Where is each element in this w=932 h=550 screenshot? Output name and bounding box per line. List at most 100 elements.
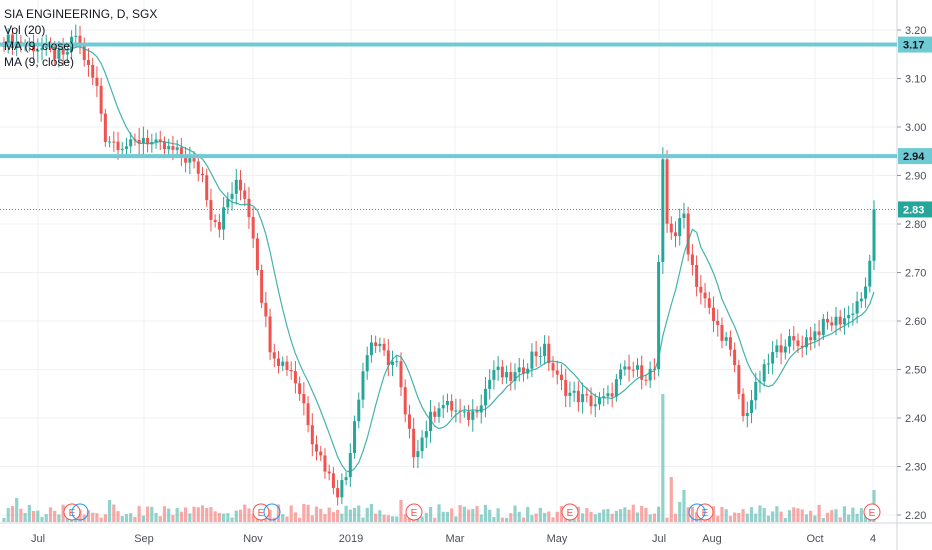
candle-body (682, 213, 686, 219)
volume-bar (154, 512, 158, 522)
candle-body (416, 451, 420, 458)
candle-body (754, 382, 758, 401)
volume-bar (15, 498, 19, 522)
volume-bar (361, 517, 365, 522)
candle-body (315, 444, 319, 452)
volume-bar (711, 506, 716, 522)
candle-body (686, 213, 690, 255)
candle-body (838, 316, 842, 325)
candle-body (741, 393, 745, 417)
volume-bar (695, 512, 699, 522)
volume-bar (112, 504, 116, 522)
volume-bar (44, 514, 48, 522)
volume-bar (716, 515, 720, 522)
candle-body (441, 405, 445, 409)
volume-bar (331, 512, 336, 522)
y-tick-label: 3.00 (905, 122, 926, 134)
y-tick-label: 2.70 (905, 268, 926, 280)
candle-body (281, 361, 285, 366)
volume-bar (445, 511, 450, 522)
candle-body (834, 316, 838, 326)
candle-body (184, 156, 188, 163)
candle-body (513, 372, 517, 381)
volume-bar (298, 517, 302, 522)
volume-bar (6, 508, 10, 522)
candle-body (386, 350, 390, 366)
candle-body (631, 369, 635, 371)
candle-body (365, 355, 369, 372)
volume-bar (433, 517, 437, 522)
candle-body (792, 336, 796, 341)
candle-body (826, 318, 830, 323)
dividend-marker-icon (71, 503, 89, 521)
candle-body (331, 473, 335, 489)
candle-body (205, 175, 209, 201)
volume-bar (678, 502, 682, 522)
candle-body (357, 399, 361, 422)
volume-bar (281, 514, 285, 522)
volume-bar (589, 511, 593, 522)
level-price-tag (898, 148, 932, 165)
volume-bar (310, 515, 314, 522)
candle-body (517, 367, 521, 373)
candle-body (230, 193, 234, 199)
volume-bar (222, 513, 226, 522)
volume-bar (48, 507, 53, 522)
volume-bar (357, 505, 361, 522)
last-price-label: 2.83 (903, 204, 924, 216)
candle-body (669, 223, 673, 233)
candle-body (61, 49, 65, 55)
candle-body (412, 428, 416, 458)
candle-body (188, 158, 192, 163)
candle-body (213, 219, 217, 223)
earnings-marker-label: E (258, 508, 265, 519)
candle-body (32, 43, 36, 52)
candle-body (141, 137, 145, 144)
volume-bar (158, 516, 162, 522)
earnings-marker-label: E (567, 508, 574, 519)
last-price-tag (898, 201, 932, 218)
candle-body (323, 455, 327, 472)
candle-body (602, 396, 606, 398)
candle-body (112, 141, 116, 143)
volume-bar (86, 510, 91, 522)
volume-bar (247, 508, 251, 522)
earnings-marker-label: E (411, 508, 418, 519)
candle-body (369, 342, 373, 356)
volume-bar (686, 507, 690, 522)
y-tick-label: 2.50 (905, 365, 926, 377)
candle-body (868, 260, 872, 287)
candle-body (830, 322, 834, 326)
volume-bar (420, 516, 424, 522)
volume-bar (268, 509, 272, 522)
volume-bar (551, 517, 555, 522)
candle-body (648, 368, 652, 381)
volume-bar (834, 509, 838, 522)
volume-bar (116, 511, 120, 522)
volume-bar (644, 507, 648, 522)
y-tick-label: 3.20 (905, 25, 926, 37)
candle-body (467, 411, 471, 420)
candle-body (95, 77, 99, 86)
volume-bar (95, 513, 99, 522)
volume-bar (821, 517, 825, 522)
candle-body (306, 403, 310, 426)
volume-bar (488, 509, 492, 522)
candle-body (606, 393, 610, 397)
candle-body (766, 363, 770, 365)
volume-bar (2, 518, 6, 522)
dividend-marker-icon (263, 503, 281, 521)
candle-body (53, 47, 57, 59)
volume-bar (238, 509, 243, 522)
candle-body (226, 198, 230, 208)
volume-bar (779, 511, 783, 522)
volume-bar (53, 510, 57, 522)
volume-bar (483, 504, 488, 522)
volume-bar (306, 504, 310, 522)
candle-body (581, 394, 585, 403)
candle-body (458, 410, 462, 412)
volume-bar (348, 509, 352, 522)
candle-body (82, 44, 86, 61)
volume-bar (530, 515, 534, 522)
candle-body (162, 141, 166, 150)
